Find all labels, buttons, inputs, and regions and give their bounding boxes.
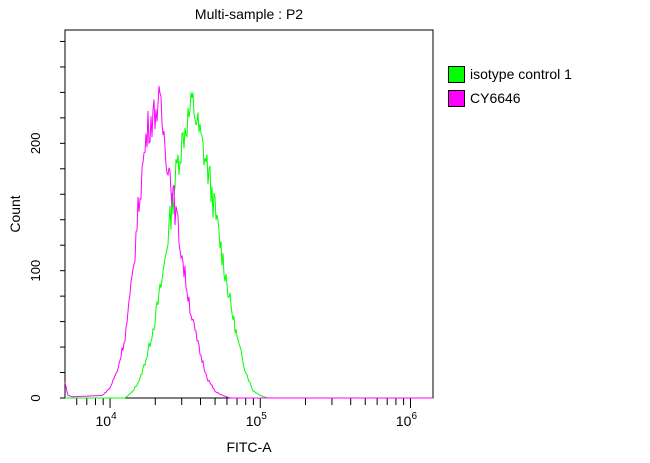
tick-base: 10 [246, 413, 262, 429]
legend-item-cy6646: CY6646 [448, 86, 572, 110]
tick-exponent: 5 [261, 411, 267, 422]
legend-label: CY6646 [470, 90, 521, 106]
legend-label: isotype control 1 [470, 66, 572, 82]
tick-exponent: 6 [411, 411, 417, 422]
x-tick-label: 106 [396, 411, 418, 429]
tick-exponent: 4 [111, 411, 117, 422]
plot-frame [64, 29, 434, 399]
y-axis-label: Count [7, 195, 23, 232]
y-tick-label: 100 [28, 260, 43, 282]
tick-base: 10 [396, 413, 412, 429]
legend-swatch-magenta [448, 89, 465, 107]
series-line-cy6646 [64, 86, 433, 399]
y-tick-label: 0 [28, 394, 43, 401]
x-tick-label: 105 [246, 411, 268, 429]
legend: isotype control 1 CY6646 [448, 62, 572, 110]
legend-swatch-green [448, 65, 465, 83]
y-tick-label: 200 [28, 132, 43, 154]
x-axis-label: FITC-A [226, 439, 272, 455]
legend-item-isotype: isotype control 1 [448, 62, 572, 86]
tick-base: 10 [95, 413, 111, 429]
series-line-isotype-control [65, 92, 433, 399]
x-tick-label: 104 [95, 411, 117, 429]
chart-title: Multi-sample : P2 [195, 6, 303, 22]
